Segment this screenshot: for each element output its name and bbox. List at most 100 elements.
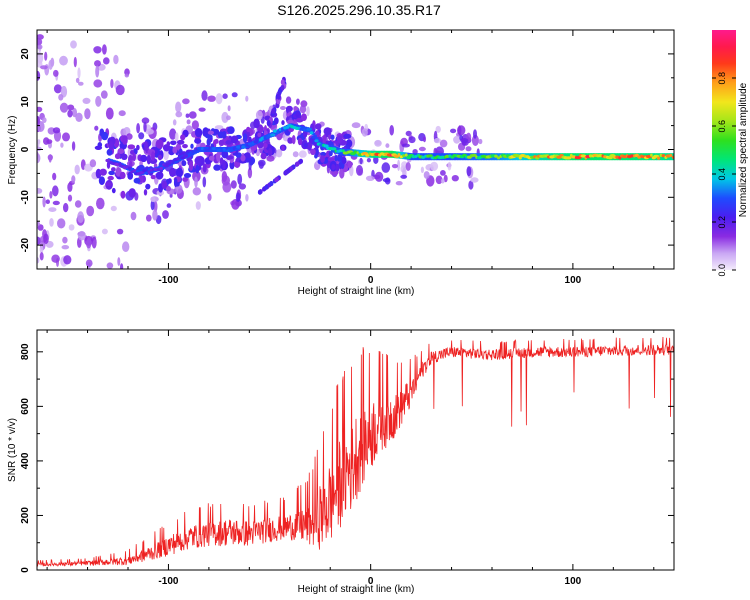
spectrogram-blob: [49, 218, 54, 227]
spectrogram-blob: [280, 106, 286, 110]
spectrogram-blob: [101, 131, 109, 141]
spectrogram-blob: [108, 170, 115, 176]
spectrogram-blob: [59, 102, 69, 113]
spectrogram-blob: [71, 141, 76, 151]
spectrogram-blob: [62, 236, 68, 244]
spectrogram-ridge-cell: [270, 133, 276, 137]
spectrogram-x-axis-label: Height of straight line (km): [298, 286, 415, 297]
spectrogram-blob: [53, 69, 59, 77]
spectrogram-blob: [221, 111, 229, 124]
spectrogram-blob: [277, 88, 282, 95]
spectrogram-blob: [37, 146, 42, 152]
colorbar: 0.0 0.2 0.4 0.6 0.8 Normalized spectral ampl…: [712, 30, 749, 277]
spectrogram-blob: [100, 90, 108, 99]
colorbar-tick-label: 0.6: [717, 120, 727, 133]
snr-frame: [36, 329, 675, 571]
spectrogram-blob: [433, 137, 441, 144]
spectrogram-blob: [93, 79, 103, 88]
spectrogram-blob: [217, 131, 225, 139]
spectrogram-blob: [227, 126, 235, 134]
spectrogram-ridge-cell: [402, 154, 406, 158]
x-tick-label: 0: [368, 576, 374, 587]
spectrogram-blob: [51, 254, 60, 263]
spectrogram-blob: [280, 84, 285, 91]
spectrogram-blob: [89, 159, 97, 168]
spectrogram-blob: [136, 144, 140, 151]
spectrogram-ridge-cell: [193, 150, 197, 154]
spectrogram-blob: [144, 140, 148, 151]
spectrogram-blob: [111, 167, 116, 172]
spectrogram-blob: [77, 211, 84, 223]
spectrogram-blob: [170, 140, 177, 146]
spectrogram-blob: [301, 113, 307, 121]
spectrogram-blob: [307, 142, 312, 151]
spectrogram-blob: [401, 143, 410, 148]
spectrogram-blob: [271, 108, 276, 115]
y-tick-label: 600: [20, 398, 31, 415]
spectrogram-blob: [37, 70, 41, 81]
spectrogram-blob: [155, 139, 164, 149]
spectrogram-blob: [218, 139, 225, 146]
spectrogram-ridge-cell: [130, 167, 133, 173]
spectrogram-blob: [192, 170, 201, 182]
spectrogram-blob: [412, 149, 418, 155]
spectrogram-blob: [163, 149, 170, 161]
spectrogram-blob: [420, 166, 424, 173]
spectrogram-ridge-cell: [356, 151, 359, 155]
spectrogram-blob: [423, 171, 430, 179]
spectrogram-blob: [281, 145, 285, 151]
spectrogram-ridge-cell: [397, 153, 401, 157]
spectrogram-ridge-cell: [353, 150, 357, 154]
spectrogram-blob: [44, 51, 48, 61]
spectrogram-blob: [287, 137, 294, 144]
spectrogram-blob: [145, 183, 151, 190]
spectrogram-y-axis-label: Frequency (Hz): [7, 116, 18, 185]
spectrogram-ridge-cell: [143, 169, 146, 175]
spectrogram-blob: [213, 164, 221, 171]
spectrogram-blob: [293, 106, 298, 112]
spectrogram-ridge-cell: [176, 157, 181, 161]
spectrogram-blob: [75, 112, 83, 123]
spectrogram-blob: [374, 171, 384, 182]
spectrogram-blob: [136, 123, 141, 134]
spectrogram-blob: [215, 93, 223, 105]
spectrogram-ridge-cell: [274, 130, 277, 136]
spectrogram-ridge-cell: [171, 161, 175, 165]
spectrogram-blob: [118, 110, 126, 117]
spectrogram-blob: [245, 157, 252, 163]
spectrogram-blob: [405, 162, 411, 171]
spectrogram-blob: [37, 257, 40, 264]
spectrogram-blob: [334, 154, 338, 162]
spectrogram-blob: [450, 128, 457, 134]
spectrogram-blob: [68, 224, 75, 231]
spectrogram-blob: [37, 221, 41, 227]
spectrogram-blob: [296, 98, 300, 105]
spectrogram-ridge-cell: [225, 146, 228, 150]
spectrogram-blob: [145, 128, 154, 135]
spectrogram-ridge-cell: [339, 149, 343, 153]
spectrogram-blob: [86, 205, 95, 217]
y-tick-label: -20: [20, 237, 31, 252]
spectrogram-blob: [42, 196, 46, 208]
spectrogram-blob: [207, 130, 214, 135]
spectrogram-ridge-cell: [159, 166, 163, 170]
spectrogram-blob: [119, 171, 126, 179]
spectrogram-blob: [245, 95, 249, 102]
spectrogram-blob: [174, 132, 179, 142]
x-tick-label: 100: [565, 576, 582, 587]
spectrogram-ridge-cell: [518, 156, 522, 160]
spectrogram-blob: [114, 153, 121, 160]
spectrogram-blob: [103, 57, 110, 65]
spectrogram-ridge-cell: [142, 169, 147, 173]
spectrogram-blob: [359, 157, 363, 165]
spectrogram-blob: [327, 157, 335, 162]
spectrogram-blob: [238, 183, 246, 190]
spectrogram-blob: [222, 93, 228, 99]
spectrogram-blob: [169, 167, 176, 177]
spectrogram-blob: [222, 181, 232, 193]
spectrogram-blob: [116, 228, 124, 235]
spectrogram-blob: [113, 54, 119, 65]
spectrogram-blob: [183, 173, 192, 178]
